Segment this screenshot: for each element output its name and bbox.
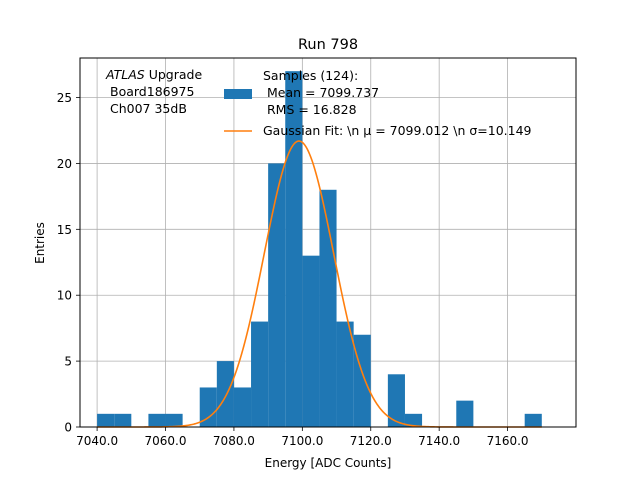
legend: Samples (124): Mean = 7099.737 RMS = 16.…: [224, 68, 532, 138]
legend-fit-label: Gaussian Fit: \n μ = 7099.012 \n σ=10.14…: [263, 123, 532, 138]
y-tick-label: 20: [57, 157, 72, 171]
chart-title: Run 798: [298, 37, 358, 53]
y-tick-label: 0: [64, 421, 72, 435]
y-tick-label: 15: [57, 223, 72, 237]
upgrade-label: Upgrade: [145, 67, 203, 82]
channel-label: Ch007 35dB: [110, 101, 187, 116]
board-label: Board186975: [110, 84, 194, 99]
histogram-bar: [251, 321, 269, 427]
plot-frame: [79, 57, 577, 428]
x-tick-label: 7120.0: [350, 434, 392, 448]
y-tick-label: 10: [57, 289, 72, 303]
legend-samples-title: Samples (124):: [263, 68, 358, 83]
histogram-bar: [165, 413, 183, 427]
x-axis-label: Energy [ADC Counts]: [265, 456, 392, 470]
histogram-bars: [97, 71, 542, 427]
x-tick-label: 7080.0: [213, 434, 255, 448]
histogram-bar: [524, 413, 542, 427]
histogram-bar: [216, 361, 234, 427]
histogram-bar: [233, 387, 252, 427]
x-tick-label: 7040.0: [76, 434, 118, 448]
atlas-label: ATLAS: [105, 67, 145, 82]
x-tick-label: 7140.0: [418, 434, 460, 448]
histogram-bar: [285, 71, 303, 427]
histogram-bar: [456, 400, 474, 427]
histogram-bar: [404, 413, 423, 427]
atlas-annotation: ATLAS Upgrade Board186975 Ch007 35dB: [105, 67, 202, 116]
histogram-bar: [148, 413, 166, 427]
x-tick-label: 7100.0: [281, 434, 323, 448]
svg-text:ATLAS Upgrade: ATLAS Upgrade: [105, 67, 202, 82]
legend-samples-rms: RMS = 16.828: [263, 102, 357, 117]
grid: [80, 58, 576, 428]
histogram-bar: [387, 374, 405, 427]
y-tick-label: 25: [57, 91, 72, 105]
histogram-bar: [336, 321, 354, 427]
legend-samples-swatch: [224, 89, 252, 99]
histogram-bar: [114, 413, 132, 427]
histogram-bar: [97, 413, 115, 427]
x-axis-ticks: 7040.0 7060.0 7080.0 7100.0 7120.0 7140.0 7160…: [76, 427, 529, 448]
histogram-bar: [353, 334, 371, 427]
x-tick-label: 7060.0: [145, 434, 187, 448]
y-tick-label: 5: [64, 355, 72, 369]
y-axis-label: Entries: [33, 222, 47, 264]
histogram-bar: [268, 163, 286, 427]
histogram-bar: [302, 255, 320, 427]
y-axis-ticks: 0 5 10 15 20 25: [57, 91, 80, 435]
legend-samples-mean: Mean = 7099.737: [263, 85, 379, 100]
x-tick-label: 7160.0: [487, 434, 529, 448]
histogram-bar: [199, 387, 217, 427]
